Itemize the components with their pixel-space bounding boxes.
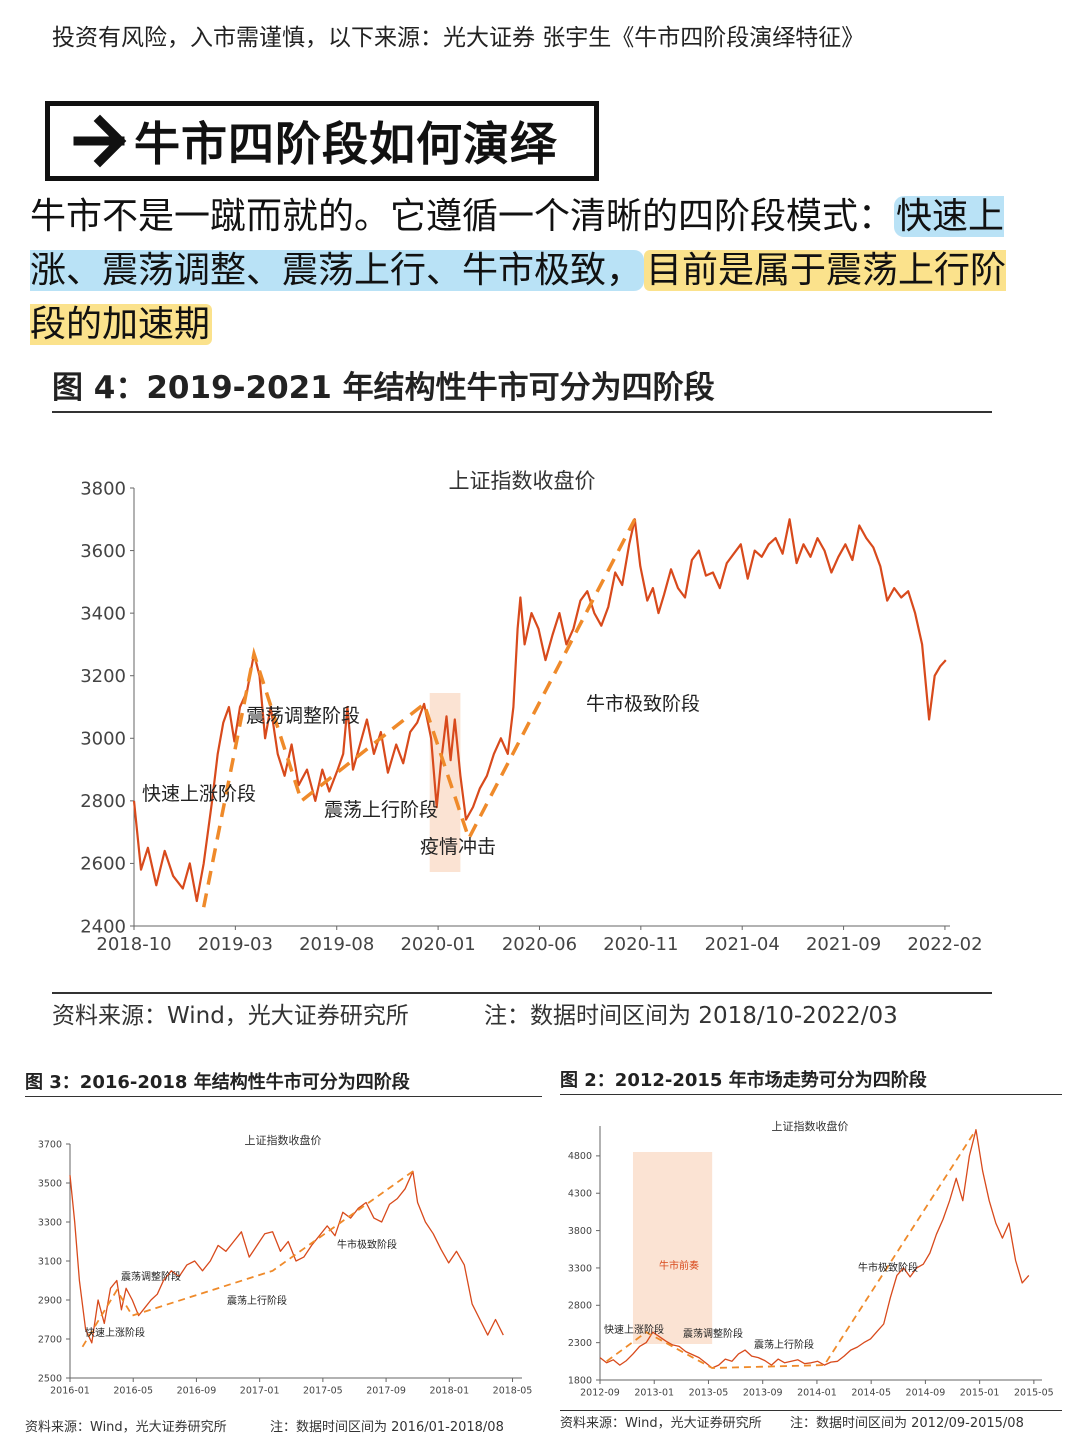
fig3-x-tick-label: 2017-05: [303, 1386, 343, 1397]
fig4-annotation: 疫情冲击: [420, 836, 496, 858]
fig2-y-tick-label: 1800: [568, 1375, 592, 1386]
fig3-title: 图 3：2016-2018 年结构性牛市可分为四阶段: [25, 1072, 410, 1093]
fig3-chart-title: 上证指数收盘价: [245, 1133, 322, 1147]
fig2-annotation: 快速上涨阶段: [604, 1323, 664, 1336]
fig4-chart-title: 上证指数收盘价: [449, 469, 596, 493]
fig2-x-tick-label: 2014-09: [906, 1388, 946, 1399]
fig3-source: 资料来源：Wind，光大证券研究所: [25, 1420, 227, 1435]
fig2-note: 注：数据时间区间为 2012/09-2015/08: [790, 1416, 1024, 1431]
fig3-x-tick-label: 2017-09: [366, 1386, 406, 1397]
fig3-x-tick-label: 2018-05: [493, 1386, 533, 1397]
right-arrow-icon: [73, 114, 127, 168]
fig4-x-tick-label: 2021-04: [705, 934, 780, 955]
fig4-y-tick-label: 3400: [80, 603, 126, 624]
fig4-top-rule: [52, 411, 992, 413]
fig4-trend-dashes: [201, 518, 637, 908]
fig2-x-tick-label: 2015-05: [1014, 1388, 1054, 1399]
fig2-x-tick-label: 2012-09: [580, 1388, 620, 1399]
fig4-annotation: 震荡调整阶段: [246, 705, 360, 727]
fig4-y-tick-label: 3800: [80, 478, 126, 499]
fig2-shaded-region: [632, 1152, 713, 1344]
fig4-series-line: [132, 518, 947, 903]
fig2-annotation: 牛市极致阶段: [858, 1261, 918, 1274]
section-title-box: 牛市四阶段如何演绎: [45, 101, 599, 181]
fig3-y-tick-label: 2500: [38, 1373, 62, 1384]
fig3-note: 注：数据时间区间为 2016/01-2018/08: [270, 1420, 504, 1435]
fig3-x-tick-label: 2016-01: [50, 1386, 90, 1397]
fig2-x-tick-label: 2013-09: [743, 1388, 783, 1399]
fig2-title: 图 2：2012-2015 年市场走势可分为四阶段: [560, 1070, 927, 1091]
fig2-y-tick-label: 4300: [568, 1189, 592, 1200]
section-title: 牛市四阶段如何演绎: [134, 117, 557, 171]
fig4-x-tick-label: 2021-09: [806, 934, 881, 955]
fig4-chart: 上证指数收盘价 2400 2600 2800 3000 3200 3400 3600 3800 2…: [80, 469, 982, 955]
fig2-trend-dashes: [606, 1129, 977, 1369]
fig2-top-rule: [560, 1094, 1062, 1095]
fig4-x-tick-label: 2020-06: [502, 934, 577, 955]
fig4-x-tick-label: 2019-03: [198, 934, 273, 955]
fig3-x-tick-label: 2017-01: [240, 1386, 280, 1397]
fig4-source: 资料来源：Wind，光大证券研究所: [52, 1003, 409, 1029]
fig3-annotation: 快速上涨阶段: [85, 1326, 145, 1339]
fig4-y-tick-label: 3000: [80, 729, 126, 750]
fig3-x-tick-label: 2016-09: [177, 1386, 217, 1397]
fig2-y-tick-label: 3800: [568, 1226, 592, 1237]
fig4-title: 图 4：2019-2021 年结构性牛市可分为四阶段: [52, 370, 715, 406]
fig2-source: 资料来源：Wind，光大证券研究所: [560, 1416, 762, 1431]
fig2-annotation: 震荡调整阶段: [683, 1327, 743, 1340]
fig3-y-tick-label: 2900: [38, 1295, 62, 1306]
fig2-x-tick-label: 2013-01: [634, 1388, 674, 1399]
fig3-y-tick-label: 3100: [38, 1256, 62, 1267]
fig3-y-tick-label: 3300: [38, 1217, 62, 1228]
fig2-y-tick-label: 2300: [568, 1338, 592, 1349]
fig4-note: 注：数据时间区间为 2018/10-2022/03: [484, 1003, 898, 1029]
fig4-x-tick-label: 2019-08: [299, 934, 374, 955]
intro-paragraph: 牛市不是一蹴而就的。它遵循一个清晰的四阶段模式：快速上涨、震荡调整、震荡上行、牛…: [30, 190, 1030, 352]
fig4-y-tick-label: 2600: [80, 854, 126, 875]
fig4-y-tick-label: 3200: [80, 666, 126, 687]
fig2-series-line: [599, 1129, 1030, 1369]
fig3-annotation: 震荡上行阶段: [227, 1294, 287, 1307]
fig2-y-tick-label: 4800: [568, 1151, 592, 1162]
fig2-annotation: 牛市前奏: [659, 1259, 699, 1272]
fig2-x-tick-label: 2015-01: [960, 1388, 1000, 1399]
fig4-x-tick-label: 2020-01: [400, 934, 475, 955]
fig4-annotation: 震荡上行阶段: [324, 799, 438, 821]
fig3-chart: 上证指数收盘价 2500 2700 2900 3100 3300 3500 3700 2016-…: [38, 1133, 533, 1397]
fig3-y-tick-label: 2700: [38, 1334, 62, 1345]
fig2-chart-title: 上证指数收盘价: [772, 1119, 849, 1133]
fig2-y-tick-label: 3300: [568, 1263, 592, 1274]
fig2-x-tick-label: 2014-05: [851, 1388, 891, 1399]
fig3-x-tick-label: 2018-01: [429, 1386, 469, 1397]
fig2-y-tick-label: 2800: [568, 1301, 592, 1312]
fig2-bottom-rule: [560, 1410, 1062, 1411]
fig4-y-tick-label: 3600: [80, 541, 126, 562]
fig4-annotation: 牛市极致阶段: [586, 693, 700, 715]
fig3-y-tick-label: 3700: [38, 1139, 62, 1150]
fig4-x-tick-label: 2018-10: [96, 934, 171, 955]
intro-text: 牛市不是一蹴而就的。它遵循一个清晰的四阶段模式：: [30, 196, 895, 237]
fig2-annotation: 震荡上行阶段: [754, 1338, 814, 1351]
fig3-top-rule: [25, 1096, 542, 1097]
fig3-annotation: 震荡调整阶段: [121, 1270, 181, 1283]
fig3-trend-dashes: [81, 1170, 414, 1348]
fig4-y-tick-label: 2800: [80, 791, 126, 812]
fig2-chart: 上证指数收盘价 1800 2300 2800 3300 3800 4300 4800 2012-…: [568, 1119, 1054, 1399]
fig4-y-tick-label: 2400: [80, 916, 126, 937]
disclaimer-text: 投资有风险，入市需谨慎，以下来源：光大证券 张宇生《牛市四阶段演绎特征》: [52, 25, 865, 51]
fig3-annotation: 牛市极致阶段: [337, 1238, 397, 1251]
fig2-x-tick-label: 2014-01: [797, 1388, 837, 1399]
fig4-annotation: 快速上涨阶段: [142, 783, 256, 805]
fig2-x-tick-label: 2013-05: [689, 1388, 729, 1399]
fig3-series-line: [69, 1170, 504, 1344]
fig3-y-tick-label: 3500: [38, 1178, 62, 1189]
fig4-bottom-rule: [52, 992, 992, 994]
fig4-x-tick-label: 2022-02: [907, 934, 982, 955]
fig3-x-tick-label: 2016-05: [113, 1386, 153, 1397]
fig4-x-tick-label: 2020-11: [603, 934, 678, 955]
